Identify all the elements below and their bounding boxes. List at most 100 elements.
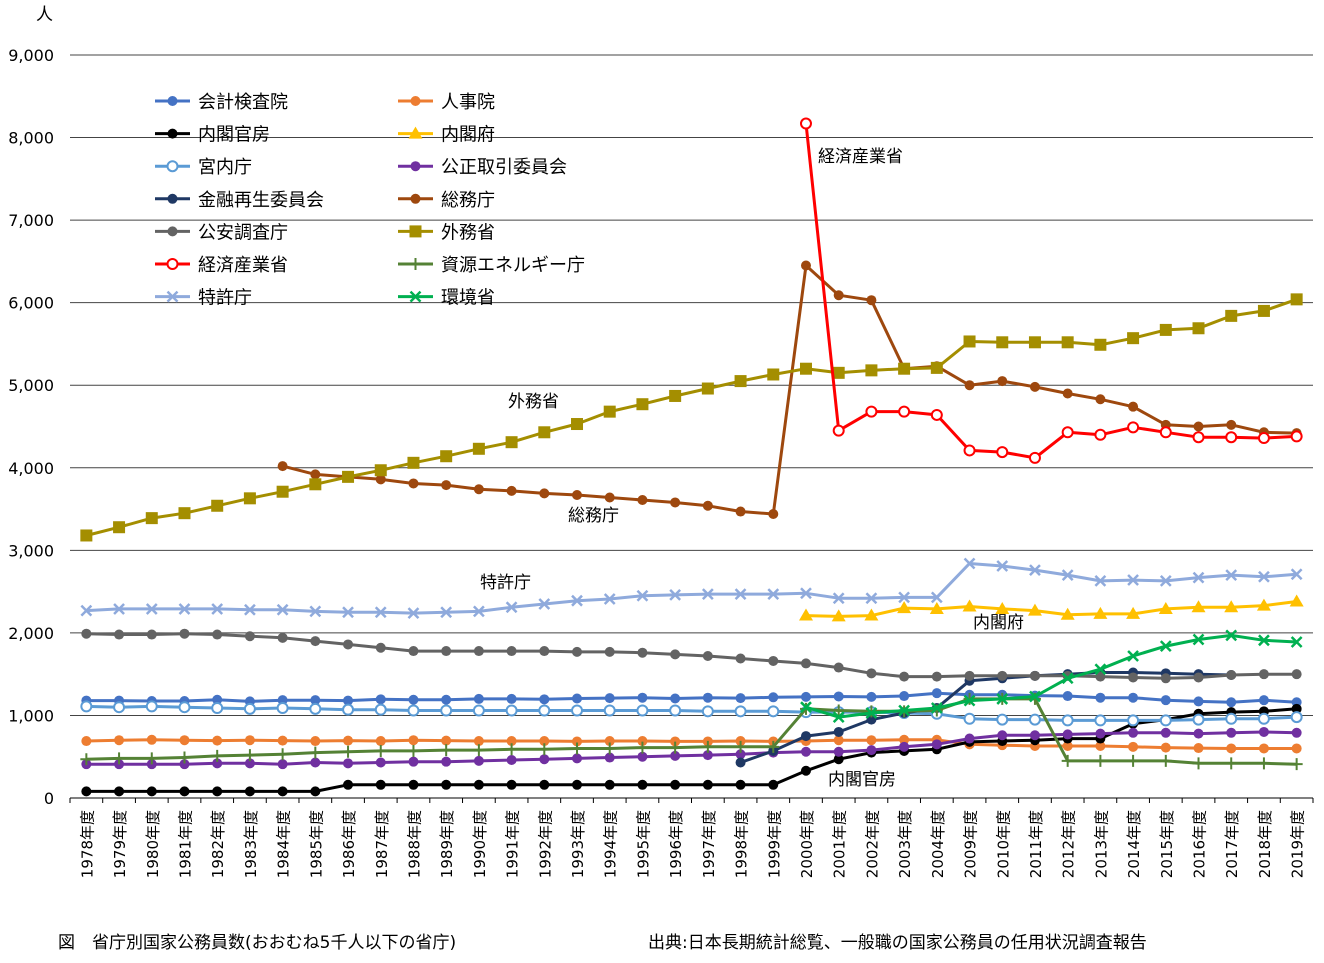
data-point: [1193, 421, 1204, 432]
data-point: [832, 592, 845, 605]
data-point: [1159, 323, 1172, 336]
data-point: [1127, 574, 1139, 586]
data-point: [1128, 692, 1139, 703]
data-point: [342, 745, 355, 758]
data-point: [1028, 451, 1041, 464]
series-line: [805, 600, 1297, 618]
data-point: [1257, 304, 1270, 317]
data-point: [277, 632, 288, 643]
data-point: [1094, 338, 1107, 351]
x-tick-label: 1999年度: [765, 810, 783, 878]
data-point: [276, 485, 289, 498]
data-point: [472, 442, 485, 455]
data-point: [997, 376, 1008, 387]
data-point: [669, 389, 682, 402]
legend-item: 宮内庁: [155, 157, 252, 178]
series-line: [86, 691, 1297, 704]
data-point: [309, 702, 322, 715]
data-point: [833, 691, 844, 702]
data-point: [604, 646, 615, 657]
data-point: [407, 744, 420, 757]
legend-item: 経済産業省: [155, 255, 288, 276]
data-point: [1127, 714, 1140, 727]
data-point: [997, 730, 1008, 741]
legend-label: 経済産業省: [198, 255, 288, 276]
data-point: [964, 380, 975, 391]
data-point: [604, 779, 615, 790]
x-tick-label: 2019年度: [1289, 810, 1307, 878]
data-point: [571, 742, 584, 755]
legend-marker: [166, 290, 179, 303]
data-point: [440, 744, 453, 757]
data-point: [571, 418, 584, 431]
data-point: [899, 671, 910, 682]
legend-item: 内閣官房: [155, 125, 270, 146]
data-point: [734, 705, 747, 718]
data-point: [212, 629, 223, 640]
data-point: [1128, 672, 1139, 683]
series-11: [80, 692, 1303, 771]
data-point: [441, 779, 452, 790]
legend-marker: [408, 126, 423, 139]
data-point: [243, 702, 256, 715]
data-point: [179, 735, 190, 746]
data-point: [799, 362, 812, 375]
data-point: [669, 704, 682, 717]
data-point: [604, 492, 615, 503]
data-point: [343, 639, 354, 650]
data-point: [963, 694, 976, 707]
data-point: [603, 704, 616, 717]
data-point: [1159, 574, 1172, 587]
data-point: [864, 608, 879, 621]
x-tick-label: 1986年度: [340, 810, 358, 878]
data-point: [735, 757, 746, 768]
x-tick-label: 1978年度: [78, 810, 96, 878]
x-tick-label: 1995年度: [634, 810, 652, 878]
data-point: [1159, 714, 1172, 727]
data-point: [833, 735, 844, 746]
annotation-naikakufu: 内閣府: [973, 613, 1024, 633]
legend-marker: [409, 290, 422, 303]
data-point: [473, 693, 484, 704]
data-point: [277, 786, 288, 797]
series-3: [798, 594, 1304, 622]
y-tick-label: 5,000: [8, 376, 54, 395]
data-point: [702, 779, 713, 790]
data-point: [670, 779, 681, 790]
data-point: [898, 704, 911, 717]
data-point: [310, 636, 321, 647]
data-point: [146, 734, 157, 745]
data-point: [473, 484, 484, 495]
legend-item: 人事院: [398, 92, 495, 113]
data-point: [800, 260, 811, 271]
data-point: [1192, 571, 1205, 584]
data-point: [1193, 696, 1204, 707]
x-tick-label: 1983年度: [242, 810, 260, 878]
x-tick-label: 2014年度: [1125, 810, 1143, 878]
series-7: [277, 260, 1302, 520]
series-2: [81, 703, 1302, 797]
data-point: [572, 646, 583, 657]
legend-label: 外務省: [441, 222, 495, 243]
data-point: [277, 759, 288, 770]
data-point: [472, 605, 485, 618]
data-point: [1061, 754, 1074, 767]
data-point: [636, 589, 649, 602]
data-point: [178, 603, 191, 615]
data-point: [1158, 601, 1173, 614]
data-point: [113, 521, 126, 534]
data-point: [408, 478, 419, 489]
data-point: [996, 713, 1009, 726]
data-point: [375, 779, 386, 790]
data-point: [1127, 754, 1140, 767]
series-line: [740, 671, 1232, 764]
x-tick-label: 1997年度: [700, 810, 718, 878]
legend-marker: [410, 96, 421, 106]
data-point: [1095, 728, 1106, 739]
data-point: [80, 753, 93, 766]
series-1: [81, 734, 1302, 754]
data-point: [929, 601, 944, 614]
data-point: [243, 749, 256, 762]
series-8: [81, 628, 1302, 684]
data-point: [374, 703, 387, 716]
